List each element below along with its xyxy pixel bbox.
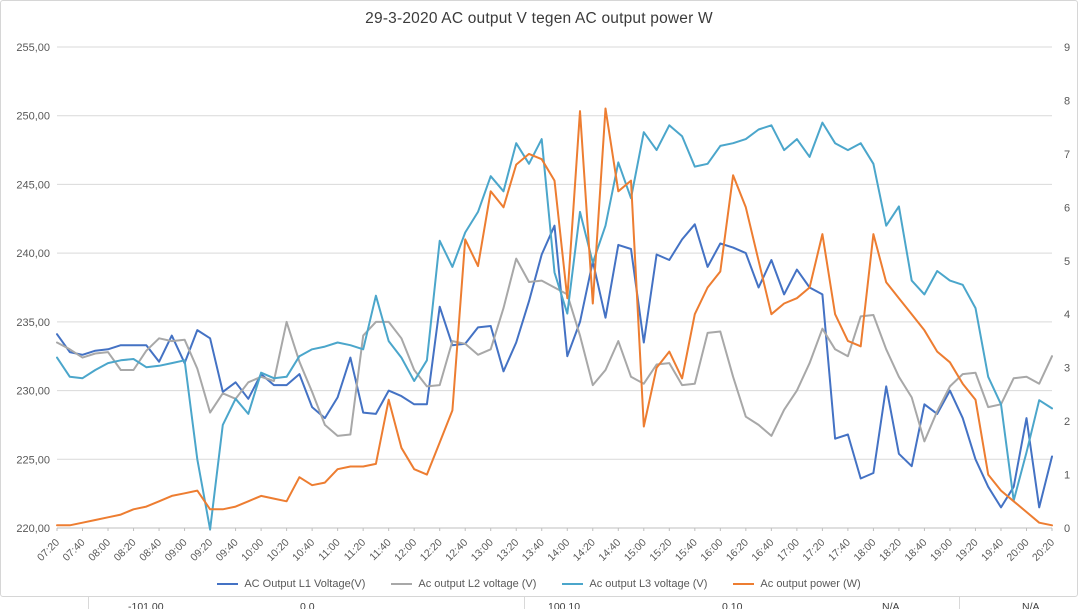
x-axis-tick-label: 11:20 [342,537,369,564]
x-axis-tick-label: 10:00 [239,537,266,564]
legend-line-swatch [562,582,584,586]
y-axis-tick-label: 245,00 [16,179,50,191]
x-axis-tick-label: 15:40 [673,537,700,564]
legend-label: AC Output L1 Voltage(V) [244,578,366,590]
x-axis-tick-label: 09:00 [163,537,190,564]
legend-line-swatch [733,582,755,586]
legend-item-power[interactable]: Ac output power (W) [733,578,861,590]
x-axis-tick-label: 19:00 [928,537,955,564]
x-axis-tick-label: 08:40 [137,537,164,564]
x-axis-tick-label: 15:20 [647,537,674,564]
spreadsheet-cell: N/A [1022,601,1040,609]
legend-label: Ac output L3 voltage (V) [589,578,708,590]
cell-border [959,597,960,609]
chart-legend: AC Output L1 Voltage(V) Ac output L2 vol… [1,578,1077,590]
spreadsheet-cell: N/A [882,601,900,609]
x-axis-tick-label: 20:00 [1005,537,1032,564]
y-axis-tick-label: 250,00 [16,111,50,123]
y2-axis-tick-label: 2 [1064,416,1070,428]
x-axis-tick-label: 07:20 [35,537,62,564]
spreadsheet-cell: 0.10 [722,601,743,609]
x-axis-tick-label: 10:20 [265,537,292,564]
x-axis-tick-label: 14:40 [596,537,623,564]
legend-line-swatch [391,582,413,586]
x-axis-tick-label: 17:00 [775,537,802,564]
y2-axis-tick-label: 8 [1064,95,1070,107]
x-axis-tick-label: 12:20 [418,537,445,564]
x-axis-tick-label: 08:20 [112,537,139,564]
x-axis-tick-label: 09:40 [214,537,241,564]
x-axis-tick-label: 11:00 [316,537,343,564]
x-axis-tick-label: 14:20 [571,537,598,564]
y2-axis-tick-label: 7 [1064,149,1070,161]
y2-axis-tick-label: 9 [1064,42,1070,54]
x-axis-tick-label: 19:40 [979,537,1006,564]
legend-item-l1-voltage[interactable]: AC Output L1 Voltage(V) [217,578,365,590]
x-axis-tick-label: 13:20 [494,537,521,564]
legend-item-l2-voltage[interactable]: Ac output L2 voltage (V) [391,578,536,590]
plot-area: 220,00 225,00 230,00 235,00 240,00 245,00 250,… [16,42,1070,564]
x-axis-tick-label: 16:00 [698,537,725,564]
cell-border [88,597,89,609]
y2-axis-tick-label: 0 [1064,523,1070,535]
x-axis-tick-label: 19:20 [954,537,981,564]
x-axis-tick-label: 13:40 [520,537,547,564]
legend-item-l3-voltage[interactable]: Ac output L3 voltage (V) [562,578,707,590]
x-axis-tick-label: 13:00 [469,537,496,564]
x-axis-tick-label: 20:20 [1030,537,1057,564]
x-axis-tick-label: 18:40 [902,537,929,564]
y2-axis-tick-label: 4 [1064,309,1070,321]
series-line-ac-output-l3-voltage-v- [56,121,1053,531]
y2-axis-tick-label: 5 [1064,256,1070,268]
x-axis-tick-label: 17:40 [826,537,853,564]
cell-border [524,597,525,609]
y-axis-tick-label: 240,00 [16,248,50,260]
x-axis-tick-label: 16:20 [724,537,751,564]
x-axis-tick-label: 10:40 [290,537,317,564]
x-axis-tick-label: 18:00 [851,537,878,564]
y2-axis-tick-label: 6 [1064,202,1070,214]
x-axis-tick-label: 12:40 [443,537,470,564]
legend-line-swatch [217,582,239,586]
spreadsheet-cell: -101.00 [128,601,164,609]
x-axis-tick-label: 07:40 [61,537,88,564]
y-axis-tick-label: 235,00 [16,317,50,329]
x-axis-tick-label: 12:00 [392,537,419,564]
y-axis-tick-label: 255,00 [16,42,50,54]
x-axis-tick-label: 08:00 [86,537,113,564]
legend-label: Ac output L2 voltage (V) [418,578,537,590]
x-axis-tick-label: 11:40 [367,537,394,564]
y2-axis-tick-label: 1 [1064,470,1070,482]
y-axis-tick-label: 225,00 [16,454,50,466]
x-axis-tick-label: 14:00 [545,537,572,564]
series-line-ac-output-power-w- [56,107,1053,527]
legend-label: Ac output power (W) [760,578,861,590]
spreadsheet-cell: 100.10 [548,601,581,609]
x-axis-tick-label: 16:40 [749,537,776,564]
x-axis-tick-label: 17:20 [800,537,827,564]
y-axis-tick-label: 230,00 [16,386,50,398]
y-axis-tick-label: 220,00 [16,523,50,535]
x-axis-tick-label: 18:20 [877,537,904,564]
chart-title[interactable]: 29-3-2020 AC output V tegen AC output po… [365,10,713,27]
y2-axis-tick-label: 3 [1064,363,1070,375]
x-axis-tick-label: 15:00 [622,537,649,564]
series-line-ac-output-l2-voltage-v- [56,257,1053,443]
spreadsheet-row-partial: -101.00 0.0 100.10 0.10 N/A N/A [0,597,1078,609]
spreadsheet-cell: 0.0 [300,601,315,609]
x-axis-tick-label: 09:20 [188,537,215,564]
series-line-ac-output-l1-voltage-v- [56,223,1053,509]
